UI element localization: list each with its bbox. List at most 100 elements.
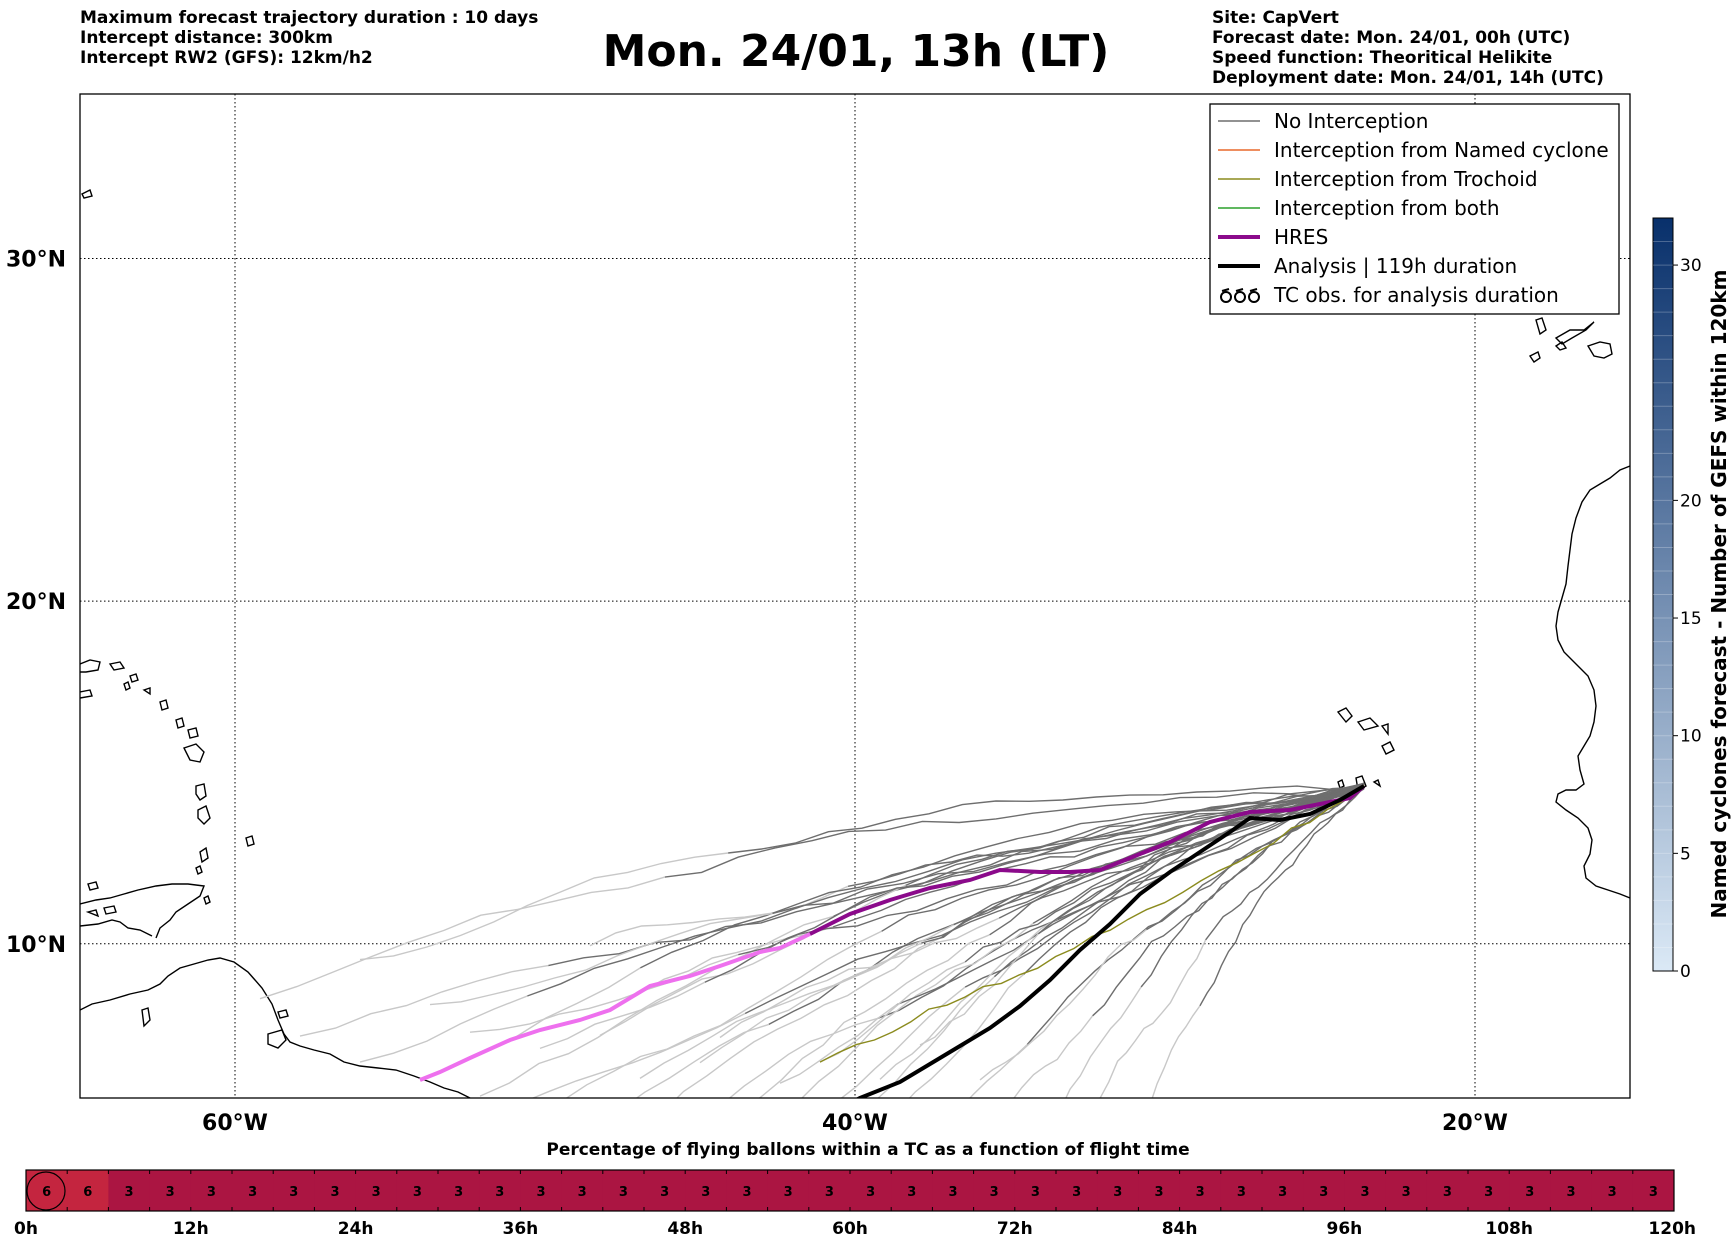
timeline-cell-value: 3: [124, 1185, 133, 1200]
timeline-cell-value: 3: [372, 1185, 381, 1200]
timeline-cell-value: 3: [1278, 1185, 1287, 1200]
coastline-dominica: [195, 783, 207, 801]
trajectory-line-faded: [469, 954, 739, 1033]
trajectory-line-faded: [635, 1023, 770, 1098]
coastline-venezuela-north: [80, 883, 205, 939]
timeline-cell-value: 6: [83, 1185, 92, 1200]
coastline-bermuda: [81, 189, 93, 199]
trajectory-line: [964, 782, 1365, 963]
timeline-cell-value: 3: [1154, 1185, 1163, 1200]
timeline-cell: [190, 1170, 233, 1211]
trajectory-line: [738, 785, 1365, 956]
page-title: Mon. 24/01, 13h (LT): [602, 26, 1110, 77]
coastline-canary-tenerife: [1554, 321, 1595, 345]
timeline-cell: [973, 1170, 1016, 1211]
timeline-cell: [1097, 1170, 1139, 1211]
timeline-cell-value: 3: [454, 1185, 463, 1200]
trajectory-line: [664, 785, 1365, 878]
colorbar-tick-label: 10: [1680, 727, 1702, 747]
legend-label: Interception from Trochoid: [1274, 167, 1538, 191]
coastline-cape-verde-maio: [1372, 779, 1382, 788]
timeline-cell-value: 3: [866, 1185, 875, 1200]
timeline-cell: [232, 1170, 274, 1211]
timeline-cell-value: 3: [1113, 1185, 1122, 1200]
timeline-cell: [1014, 1170, 1057, 1211]
coastline-st-lucia: [199, 846, 209, 864]
timeline-hour-label: 48h: [667, 1219, 703, 1239]
timeline-cell-value: 3: [1031, 1185, 1040, 1200]
legend-box: [1209, 103, 1620, 315]
timeline-cell: [932, 1170, 975, 1211]
trajectory-line-faded: [259, 876, 665, 1000]
coastline-puerto-rico: [80, 659, 101, 673]
timeline-cell: [685, 1170, 727, 1211]
timeline-hour-label: 24h: [338, 1219, 374, 1239]
coastline-virgin-islands: [108, 661, 131, 691]
legend-label: No Interception: [1274, 109, 1428, 133]
timeline-cell-value: 3: [536, 1185, 545, 1200]
timeline-cell: [314, 1170, 357, 1211]
timeline-cell: [1632, 1170, 1675, 1211]
timeline-cell: [1344, 1170, 1387, 1211]
coastline-caribbean-coast: [80, 919, 153, 937]
trajectory-analysis: [855, 784, 1366, 1098]
timeline-cell-value: 3: [701, 1185, 710, 1200]
timeline-cell-value: 3: [825, 1185, 834, 1200]
header-line: Deployment date: Mon. 24/01, 14h (UTC): [1212, 68, 1604, 88]
coastline-grenada: [245, 835, 255, 847]
timeline-cell-value: 3: [660, 1185, 669, 1200]
tc-obs-icon-tail: [1235, 288, 1244, 292]
tc-obs-icon: [1248, 291, 1260, 303]
timeline-cell-value: 3: [1566, 1185, 1575, 1200]
timeline-hour-label: 120h: [1648, 1219, 1696, 1239]
timeline-hour-label: 108h: [1485, 1219, 1533, 1239]
trajectory-line-faded: [779, 1004, 898, 1084]
trajectory-line: [744, 783, 1365, 1015]
timeline-hour-label: 12h: [173, 1219, 209, 1239]
header-line: Speed function: Theoritical Helikite: [1212, 48, 1553, 68]
timeline-cell-value: 6: [42, 1185, 51, 1200]
trajectory-line: [527, 783, 1365, 997]
timeline-cell: [1179, 1170, 1222, 1211]
trajectory-line-faded: [919, 933, 1039, 1046]
lat-tick-label: 30°N: [6, 247, 66, 272]
timeline-cell-value: 3: [1484, 1185, 1493, 1200]
trajectory-line: [772, 785, 1365, 915]
timeline-cell: [1550, 1170, 1593, 1211]
trajectory-line-faded: [719, 917, 1000, 1039]
coastline-cape-verde-boavista: [1381, 741, 1395, 755]
trajectory-line-faded: [565, 930, 882, 1098]
timeline-cell: [1385, 1170, 1428, 1211]
legend-label: Interception from Named cyclone: [1274, 138, 1609, 162]
trajectory-line-faded: [758, 934, 990, 1098]
coastline-martinique: [197, 805, 211, 825]
trajectory-line: [1199, 785, 1365, 1007]
timeline-cell-value: 3: [1072, 1185, 1081, 1200]
trajectory-line-faded: [359, 995, 528, 1063]
timeline-hour-label: 36h: [503, 1219, 539, 1239]
legend-entry: Interception from Trochoid: [1218, 167, 1538, 191]
timeline-cell: [726, 1170, 769, 1211]
coastline-canary-gran: [1586, 341, 1613, 359]
timeline-cell: [1426, 1170, 1469, 1211]
lat-tick-label: 10°N: [6, 933, 66, 958]
timeline: Percentage of flying ballons within a TC…: [14, 1140, 1696, 1239]
timeline-cell-value: 3: [248, 1185, 257, 1200]
trajectory-line-faded: [639, 924, 955, 1079]
trajectory-line-faded: [801, 922, 1034, 1098]
trajectory-line-faded: [299, 964, 549, 1037]
timeline-cell-value: 3: [619, 1185, 628, 1200]
tc-obs-icon-tail: [1249, 288, 1258, 292]
legend-label: Analysis | 119h duration: [1274, 254, 1517, 278]
timeline-cell-value: 3: [1443, 1185, 1452, 1200]
timeline-cell-value: 3: [1319, 1185, 1328, 1200]
trajectory-line-faded: [429, 912, 773, 1006]
timeline-cell: [891, 1170, 933, 1211]
coastline-trinidad: [267, 1029, 287, 1049]
timeline-cell: [355, 1170, 398, 1211]
coastline-aruba: [103, 905, 117, 915]
coastline-st-vincent: [195, 865, 203, 875]
timeline-cell: [479, 1170, 521, 1211]
map-gridlines: [80, 94, 1630, 1098]
timeline-cell: [438, 1170, 480, 1211]
